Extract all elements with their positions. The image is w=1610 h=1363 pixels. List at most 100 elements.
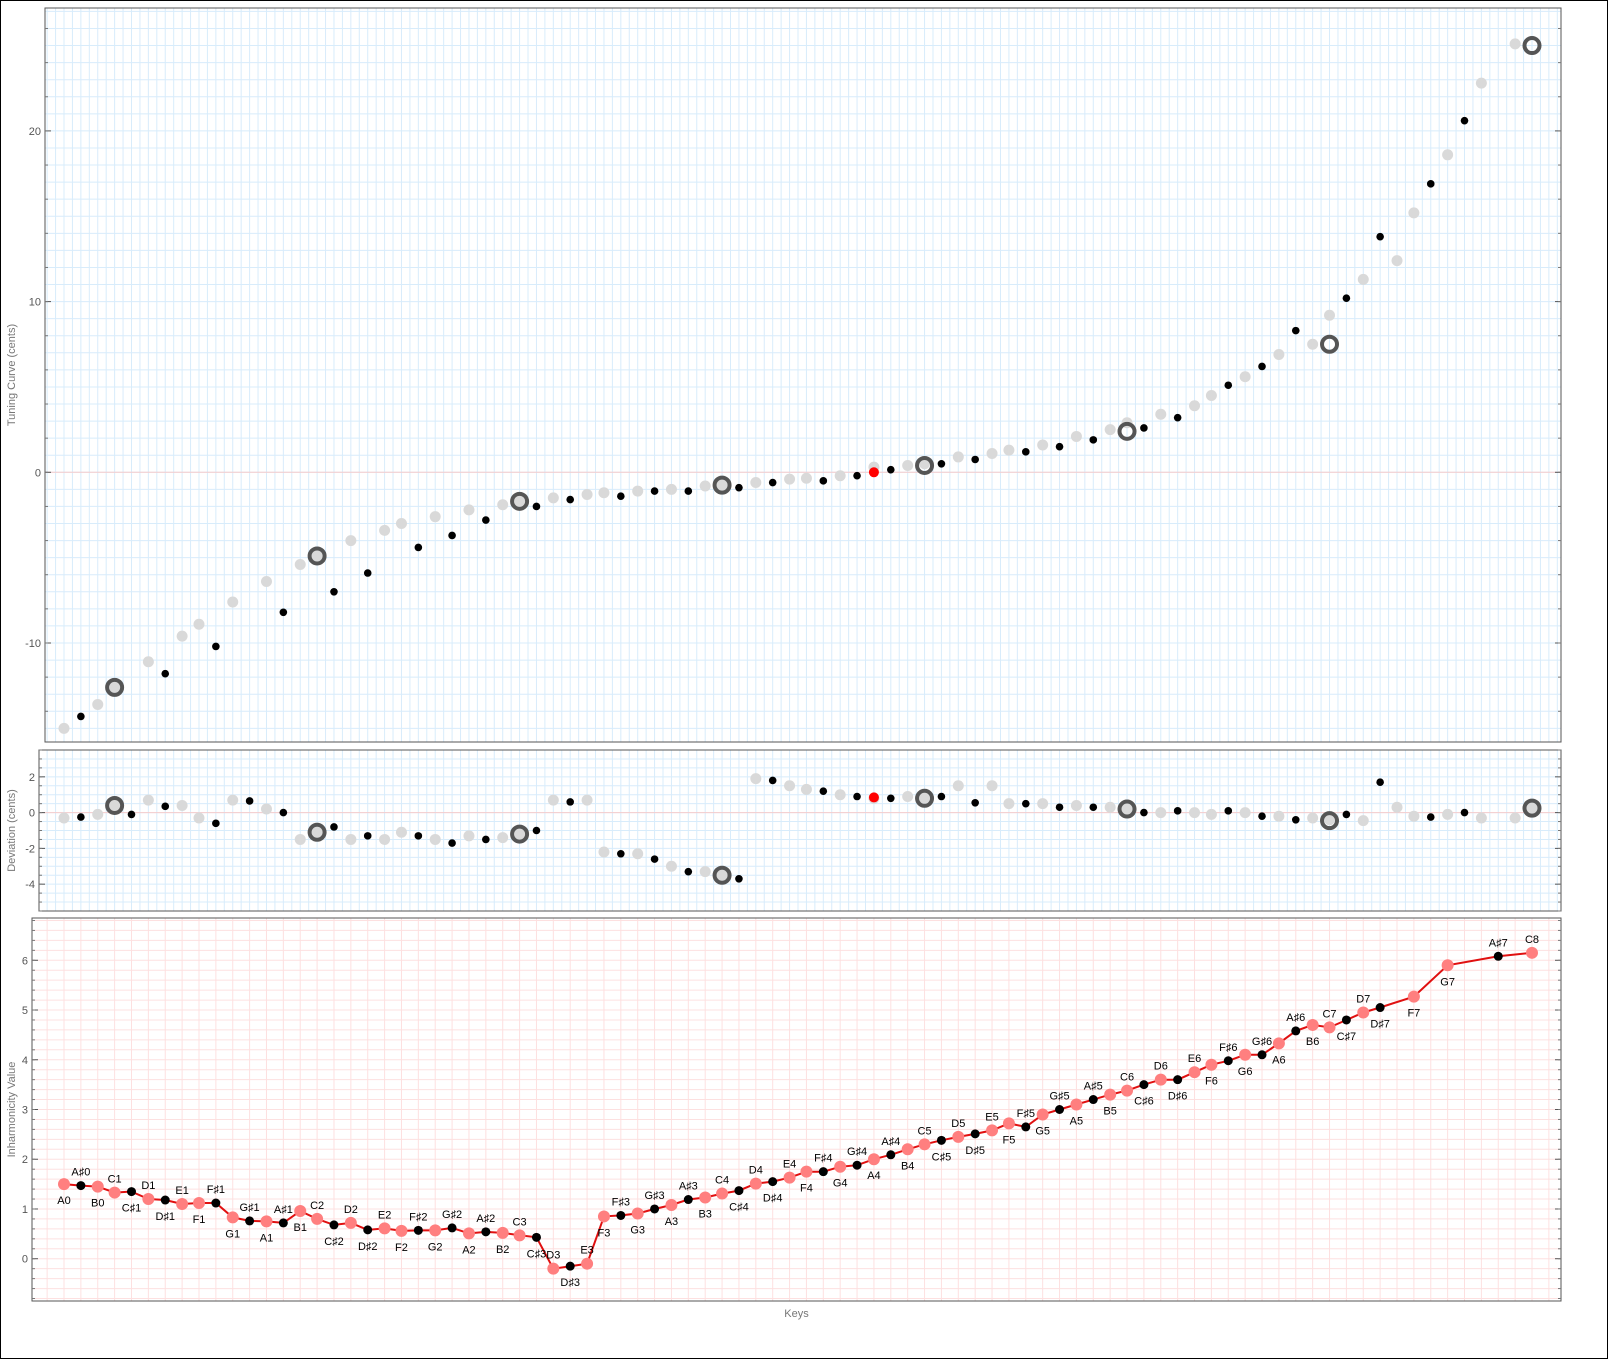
black-key-point [1021, 799, 1030, 808]
key-label: D7 [1356, 994, 1370, 1006]
key-label: E2 [378, 1209, 391, 1221]
key-label: G♯4 [847, 1146, 867, 1158]
black-key-point [735, 483, 743, 492]
white-key-point [581, 1257, 594, 1270]
pitch-marker-ring [1320, 811, 1340, 831]
key-label: E4 [783, 1159, 796, 1171]
black-key-point [413, 1225, 423, 1235]
y-tick-label: -4 [25, 879, 35, 891]
y-tick-label: -10 [25, 638, 41, 650]
white-key-point [395, 826, 407, 838]
black-key-point [819, 477, 828, 485]
reference-key-point [868, 467, 879, 478]
white-key-point [1189, 807, 1201, 819]
black-key-point [650, 855, 659, 863]
black-key-point [818, 1167, 828, 1177]
white-key-point [395, 1224, 408, 1237]
white-key-point [716, 869, 728, 881]
key-label: A2 [462, 1244, 475, 1256]
white-key-point [1036, 1108, 1049, 1121]
black-key-point [279, 808, 288, 817]
white-key-point [142, 656, 154, 668]
white-key-point [1408, 810, 1420, 822]
black-key-point [279, 608, 288, 617]
white-key-point [1526, 802, 1538, 814]
key-label: F♯2 [409, 1211, 427, 1223]
white-key-point [311, 1212, 324, 1225]
key-label: A♯7 [1489, 937, 1508, 949]
black-key-point [126, 1187, 136, 1197]
tuning-curve-panel: -10 0 10 20 Tuning Curve (cents) [6, 7, 1562, 743]
black-key-point [1376, 778, 1384, 786]
white-key-point [294, 833, 306, 845]
white-key-point [1003, 444, 1015, 456]
key-label: F2 [395, 1242, 408, 1254]
black-key-point [566, 798, 575, 806]
y-tick-label: 10 [29, 297, 41, 309]
white-key-point [91, 1180, 104, 1193]
key-label: C♯2 [324, 1236, 344, 1248]
black-key-point [819, 787, 828, 795]
white-key-point [514, 828, 526, 840]
key-label: F4 [800, 1183, 813, 1195]
black-key-point [414, 543, 423, 552]
white-key-point [1239, 807, 1251, 819]
black-key-point [531, 1232, 541, 1242]
black-key-point [212, 642, 220, 651]
white-key-point [379, 833, 391, 845]
white-key-point [92, 808, 104, 820]
key-label: B4 [901, 1160, 914, 1172]
black-key-point [1258, 812, 1266, 820]
white-key-point [800, 472, 812, 484]
black-key-point [1341, 1015, 1351, 1025]
black-key-point [330, 587, 338, 596]
white-key-point [1391, 801, 1403, 813]
y-tick-label: 2 [29, 772, 35, 784]
white-key-point [1442, 808, 1454, 820]
white-key-point [1324, 309, 1336, 321]
black-key-point [1021, 1122, 1031, 1132]
key-label: G♯5 [1049, 1091, 1069, 1103]
black-key-point [161, 802, 170, 811]
white-key-point [1272, 1037, 1285, 1050]
white-key-point [665, 483, 677, 495]
black-key-point [616, 1210, 626, 1220]
key-label: G7 [1440, 976, 1455, 988]
key-label: A♯6 [1286, 1012, 1305, 1024]
black-key-point [1055, 1105, 1065, 1114]
white-key-point [344, 1216, 357, 1229]
black-key-point [936, 1135, 946, 1145]
white-key-point [632, 485, 644, 497]
white-key-point [142, 1193, 155, 1206]
key-label: A1 [260, 1232, 273, 1244]
white-key-point [1509, 812, 1521, 824]
pitch-marker-ring [105, 677, 125, 697]
key-label: A4 [867, 1170, 880, 1182]
key-label: C1 [108, 1174, 122, 1186]
white-key-point [462, 1227, 475, 1240]
black-key-point [1089, 436, 1098, 444]
black-key-point [1426, 813, 1435, 821]
key-label: D4 [749, 1165, 763, 1177]
black-key-point [1224, 381, 1233, 390]
pitch-marker-ring [1320, 334, 1340, 354]
black-key-point [532, 502, 541, 511]
black-key-point [1224, 807, 1233, 815]
black-key-point [1173, 1075, 1183, 1085]
white-key-point [1475, 77, 1487, 89]
black-key-point [212, 819, 220, 828]
key-label: D♯6 [1168, 1091, 1188, 1103]
white-key-point [749, 1177, 762, 1190]
black-key-point [971, 798, 979, 807]
y-tick-label: 3 [22, 1105, 28, 1117]
key-label: F♯1 [207, 1184, 225, 1196]
white-key-point [784, 780, 796, 792]
black-key-point [1140, 424, 1148, 432]
black-key-point [852, 1160, 862, 1170]
white-key-point [986, 1124, 999, 1137]
key-label: D1 [141, 1180, 155, 1192]
white-key-point [1205, 808, 1217, 820]
white-key-point [867, 1153, 880, 1166]
white-key-point [429, 1224, 442, 1237]
white-key-point [1273, 349, 1285, 361]
